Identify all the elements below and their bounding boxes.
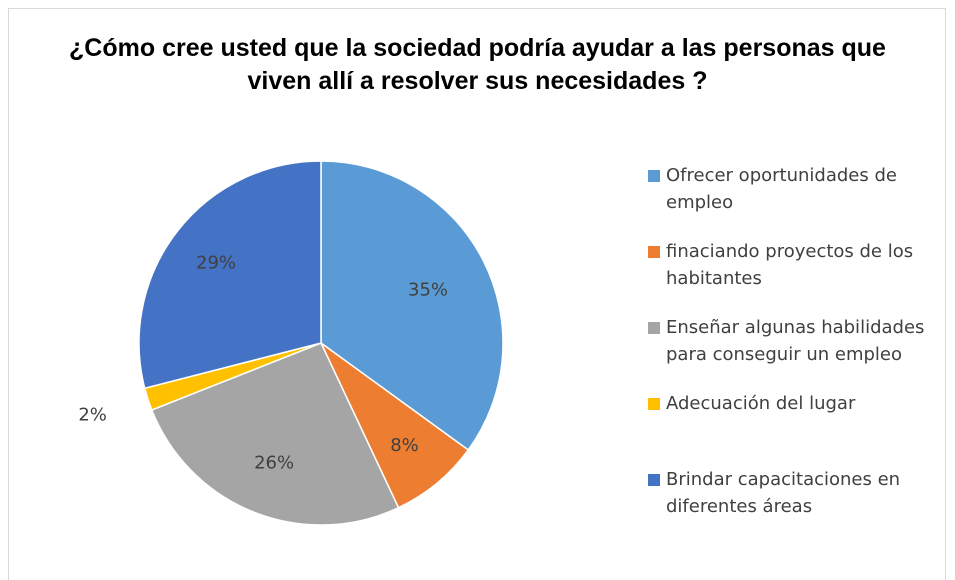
legend-label: finaciando proyectos de los habitantes bbox=[666, 241, 914, 289]
pie-slice bbox=[150, 342, 400, 526]
data-label: 29% bbox=[196, 253, 236, 274]
data-label: 2% bbox=[78, 404, 107, 425]
legend-swatch bbox=[648, 170, 660, 182]
legend-label: Adecuación del lugar bbox=[666, 393, 856, 414]
pie-slice bbox=[320, 160, 504, 452]
legend-item: finaciando proyectos de los habitantes bbox=[648, 238, 948, 314]
legend-swatch bbox=[648, 398, 660, 410]
legend-swatch bbox=[648, 322, 660, 334]
legend-item: Enseñar algunas habilidades para consegu… bbox=[648, 314, 948, 390]
data-label: 8% bbox=[390, 435, 419, 456]
legend-label: Enseñar algunas habilidades para consegu… bbox=[666, 317, 925, 365]
pie-slice bbox=[138, 160, 322, 390]
pie-slice bbox=[320, 342, 470, 509]
legend-item: Brindar capacitaciones en diferentes áre… bbox=[648, 466, 948, 542]
legend-item: Adecuación del lugar bbox=[648, 390, 948, 466]
legend-item: Ofrecer oportunidades de empleo bbox=[648, 162, 948, 238]
legend-label: Brindar capacitaciones en diferentes áre… bbox=[666, 469, 901, 517]
data-label: 35% bbox=[408, 279, 448, 300]
legend-label: Ofrecer oportunidades de empleo bbox=[666, 165, 897, 213]
chart-title: ¿Cómo cree usted que la sociedad podría … bbox=[69, 34, 886, 95]
chart-legend: Ofrecer oportunidades de empleo finaciand… bbox=[648, 162, 948, 542]
legend-swatch bbox=[648, 246, 660, 258]
data-label: 26% bbox=[254, 452, 294, 473]
legend-swatch bbox=[648, 474, 660, 486]
